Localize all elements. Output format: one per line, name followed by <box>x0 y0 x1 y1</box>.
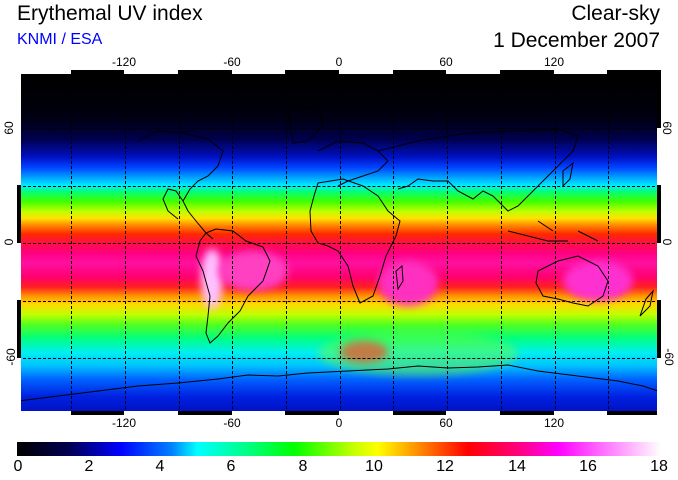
source-label: KNMI / ESA <box>17 31 103 48</box>
colorbar-tick: 10 <box>365 458 383 475</box>
colorbar-tick: 6 <box>226 458 236 475</box>
lon-label-top: 60 <box>439 55 453 69</box>
axis-right-bar <box>657 70 661 415</box>
axis-top-bar <box>17 70 662 74</box>
lat-label-left: -60 <box>4 348 19 366</box>
lon-label-top: 0 <box>335 55 343 69</box>
title: Erythemal UV index <box>17 2 203 25</box>
grid-lat--30 <box>18 301 660 302</box>
condition-label: Clear-sky <box>571 2 660 25</box>
grid-lat--60 <box>18 358 660 359</box>
colorbar-tick: 14 <box>508 458 526 475</box>
coastlines <box>18 105 659 402</box>
grid-lon--30 <box>286 71 287 414</box>
grid-lat-30 <box>18 186 660 187</box>
axis-bottom-bar <box>17 411 662 415</box>
grid-lon-90 <box>501 71 502 414</box>
grid-lon-30 <box>393 71 394 414</box>
grid-lon--60 <box>232 71 233 414</box>
lon-label-bottom: -60 <box>223 416 241 430</box>
colorbar-tick: 12 <box>436 458 454 475</box>
grid-lat-60 <box>18 128 660 129</box>
grid-lon--120 <box>125 71 126 414</box>
antarctic-green-band <box>318 331 518 376</box>
ozone-hole-anomaly <box>340 341 388 363</box>
colorbar-tick: 2 <box>84 458 94 475</box>
lon-label-bottom: -120 <box>111 416 137 430</box>
australia-high <box>563 261 633 301</box>
lon-label-top: 120 <box>543 55 565 69</box>
grid-lon-0 <box>340 71 341 414</box>
lat-label-right: 60 <box>660 121 675 135</box>
lon-label-bottom: 120 <box>543 416 565 430</box>
lon-label-top: -120 <box>111 55 137 69</box>
lon-label-bottom: 60 <box>439 416 453 430</box>
date-label: 1 December 2007 <box>493 29 660 52</box>
andes-maximum <box>201 249 223 309</box>
uv-map <box>17 70 661 415</box>
grid-lon-60 <box>447 71 448 414</box>
grid-lat-0 <box>18 243 660 244</box>
axis-left-bar <box>17 70 21 415</box>
africa-high <box>378 261 438 306</box>
grid-lon--150 <box>71 71 72 414</box>
south-america-high <box>218 251 288 291</box>
lat-label-left: 0 <box>1 238 16 246</box>
lat-label-left: 60 <box>2 121 17 135</box>
lon-label-top: -60 <box>223 55 241 69</box>
grid-lon--90 <box>179 71 180 414</box>
colorbar-tick: 8 <box>298 458 308 475</box>
grid-lon-120 <box>555 71 556 414</box>
lat-label-right: 0 <box>659 238 674 246</box>
colorbar-tick: 4 <box>155 458 165 475</box>
colorbar-tick: 18 <box>650 458 668 475</box>
colorbar <box>17 442 661 456</box>
colorbar-tick: 16 <box>579 458 597 475</box>
lon-label-bottom: 0 <box>335 416 343 430</box>
colorbar-tick: 0 <box>13 458 23 475</box>
lat-label-right: -60 <box>662 348 677 366</box>
grid-lon-150 <box>608 71 609 414</box>
